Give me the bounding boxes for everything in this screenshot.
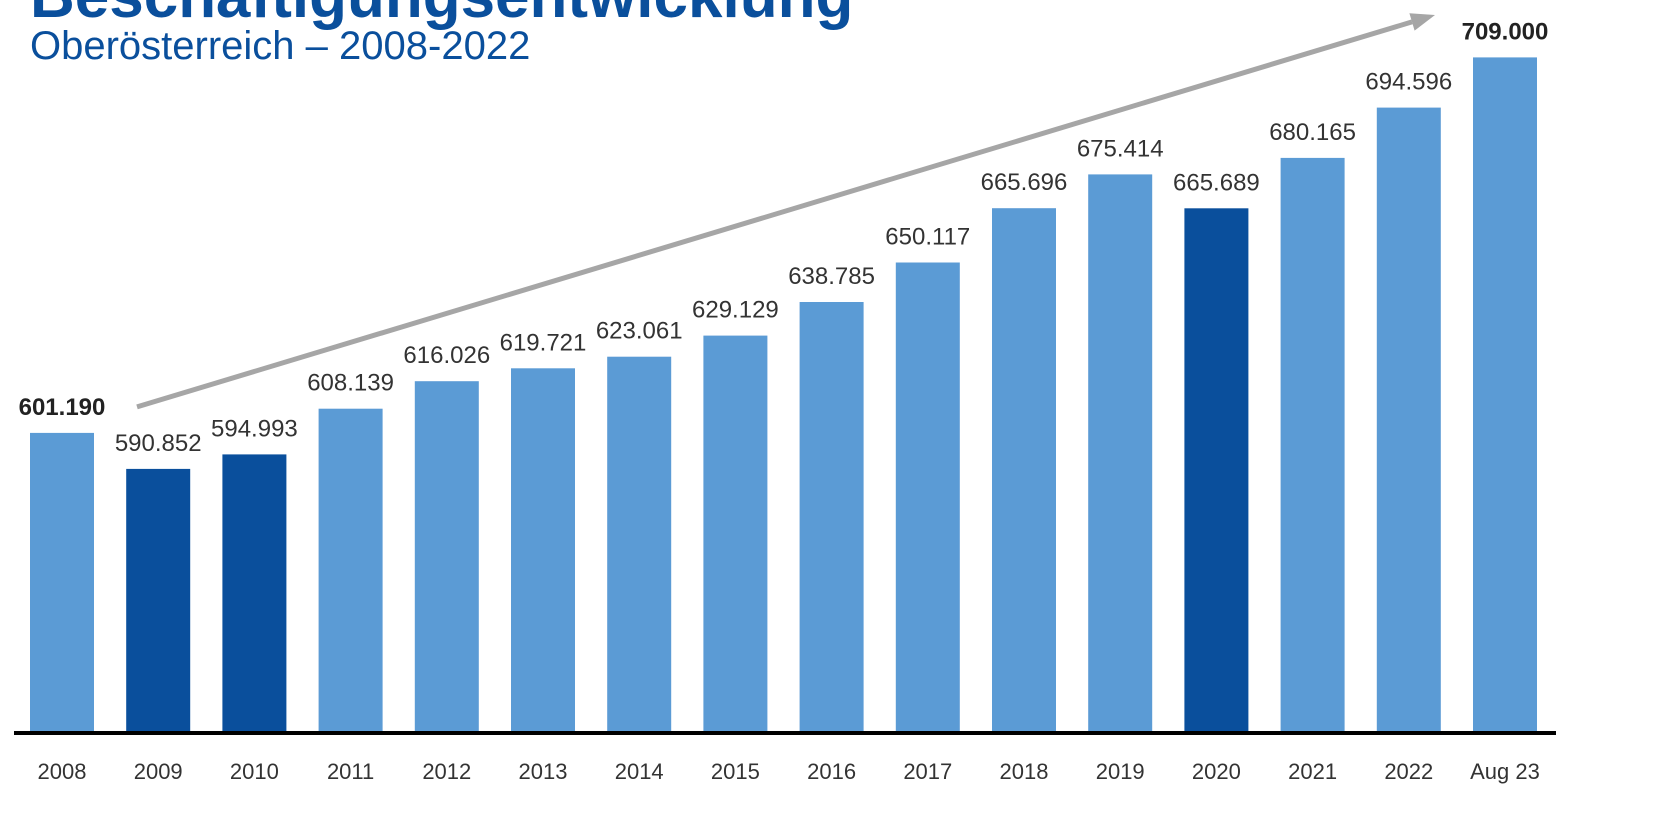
x-tick-label: 2008: [38, 759, 87, 784]
bar: [1088, 174, 1153, 733]
x-tick-label: 2014: [615, 759, 664, 784]
x-tick-label: 2011: [327, 759, 374, 784]
data-label: 601.190: [19, 394, 106, 421]
bar: [992, 208, 1056, 733]
bar: [414, 381, 479, 733]
bar: [895, 262, 960, 733]
x-tick-label: 2016: [807, 759, 856, 784]
data-label: 590.852: [115, 430, 202, 457]
data-label: 594.993: [211, 415, 298, 442]
data-label: 608.139: [307, 370, 394, 397]
trend-arrow-head: [1409, 13, 1435, 31]
x-tick-label: 2021: [1288, 759, 1337, 784]
bar: [799, 302, 864, 733]
bar: [318, 408, 383, 733]
bar: [607, 356, 672, 733]
x-tick-label: 2019: [1096, 759, 1145, 784]
bar: [511, 368, 575, 733]
data-label: 650.117: [885, 224, 970, 251]
data-label: 680.165: [1269, 119, 1356, 146]
x-tick-label: 2017: [903, 759, 952, 784]
data-label: 665.696: [981, 169, 1068, 196]
data-label: 709.000: [1462, 18, 1549, 45]
data-label: 665.689: [1173, 169, 1260, 196]
x-tick-label: 2010: [230, 759, 279, 784]
x-tick-label: 2020: [1192, 759, 1241, 784]
x-tick-label: 2022: [1384, 759, 1433, 784]
data-label: 619.721: [500, 329, 587, 356]
bar: [222, 454, 287, 733]
x-tick-label: 2009: [134, 759, 183, 784]
x-tick-label: Aug 23: [1470, 759, 1540, 784]
bar: [1473, 57, 1537, 733]
data-label: 694.596: [1365, 69, 1452, 96]
bar: [30, 432, 94, 733]
bar: [126, 468, 191, 733]
x-tick-label: 2012: [422, 759, 471, 784]
bar: [1184, 208, 1249, 734]
bar: [1376, 107, 1441, 734]
x-tick-label: 2018: [1000, 759, 1049, 784]
data-label: 616.026: [403, 342, 490, 369]
bar: [703, 335, 768, 733]
chart-subtitle: Oberösterreich – 2008-2022: [30, 24, 531, 68]
x-tick-label: 2015: [711, 759, 760, 784]
trend-arrow-line: [136, 19, 1413, 410]
data-label: 629.129: [692, 297, 779, 324]
data-label: 638.785: [788, 263, 875, 290]
data-label: 623.061: [596, 318, 683, 345]
chart-title: Beschäftigungsentwicklung: [30, 0, 853, 28]
x-tick-label: 2013: [519, 759, 568, 784]
data-label: 675.414: [1077, 135, 1164, 162]
bar: [1280, 157, 1345, 733]
